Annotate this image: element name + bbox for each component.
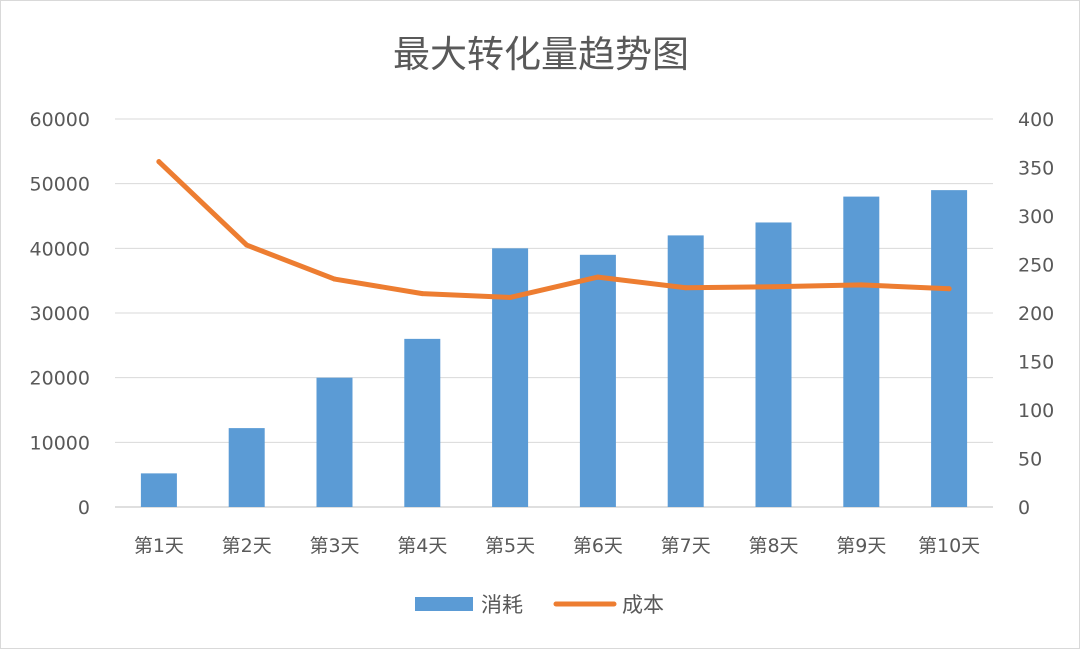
x-axis-ticks: 第1天 第2天 第3天 第4天 第5天 第6天 第7天 第8天 第9天 第10天: [134, 535, 980, 557]
left-tick-label: 50000: [30, 174, 90, 196]
bar: [228, 428, 265, 507]
x-tick-label: 第2天: [222, 535, 272, 557]
line-point: [507, 294, 513, 300]
left-tick-label: 0: [78, 497, 90, 519]
line-series: [156, 159, 952, 300]
bar: [755, 222, 792, 507]
chart-title: 最大转化量趋势图: [393, 33, 689, 76]
bar: [492, 248, 529, 508]
bar: [579, 254, 616, 507]
line-point: [771, 284, 776, 290]
x-tick-label: 第9天: [836, 535, 886, 557]
right-tick-label: 0: [1018, 497, 1030, 519]
x-tick-label: 第8天: [748, 535, 798, 557]
left-tick-label: 10000: [30, 432, 90, 454]
right-tick-label: 50: [1018, 449, 1042, 471]
x-tick-label: 第7天: [661, 535, 711, 557]
right-tick-label: 200: [1018, 303, 1054, 325]
x-tick-label: 第5天: [485, 535, 535, 557]
line-point: [419, 291, 425, 297]
x-tick-label: 第1天: [134, 535, 184, 557]
left-tick-label: 40000: [30, 238, 90, 260]
right-tick-label: 150: [1018, 352, 1054, 374]
right-tick-label: 300: [1018, 206, 1054, 228]
legend-label-bar: 消耗: [481, 593, 523, 617]
legend-label-line: 成本: [622, 593, 664, 617]
bar: [667, 235, 704, 507]
cost-line: [156, 159, 952, 300]
bar: [140, 473, 177, 507]
line-point: [946, 286, 952, 292]
x-tick-label: 第10天: [918, 535, 980, 557]
legend: 消耗 成本: [415, 593, 664, 617]
left-tick-label: 60000: [30, 109, 90, 131]
x-tick-label: 第4天: [397, 535, 447, 557]
left-tick-label: 30000: [30, 303, 90, 325]
left-axis-ticks: 0 10000 20000 30000 40000 50000 60000: [30, 109, 90, 519]
right-tick-label: 100: [1018, 400, 1054, 422]
bar-series: [140, 190, 968, 508]
line-point: [858, 282, 864, 288]
line-point: [244, 242, 250, 248]
line-point: [156, 159, 162, 165]
right-tick-label: 350: [1018, 158, 1054, 180]
bar: [316, 377, 353, 507]
right-tick-label: 250: [1018, 255, 1054, 277]
x-tick-label: 第6天: [573, 535, 623, 557]
left-tick-label: 20000: [30, 368, 90, 390]
x-tick-label: 第3天: [309, 535, 359, 557]
bar: [843, 196, 880, 507]
bar: [404, 338, 441, 507]
right-axis-ticks: 0 50 100 150 200 250 300 350 400: [1018, 109, 1054, 519]
bar: [931, 190, 968, 507]
right-tick-label: 400: [1018, 109, 1054, 131]
line-point: [332, 276, 337, 282]
legend-bar-swatch: [415, 597, 473, 611]
line-point: [683, 285, 689, 291]
line-point: [595, 274, 601, 280]
